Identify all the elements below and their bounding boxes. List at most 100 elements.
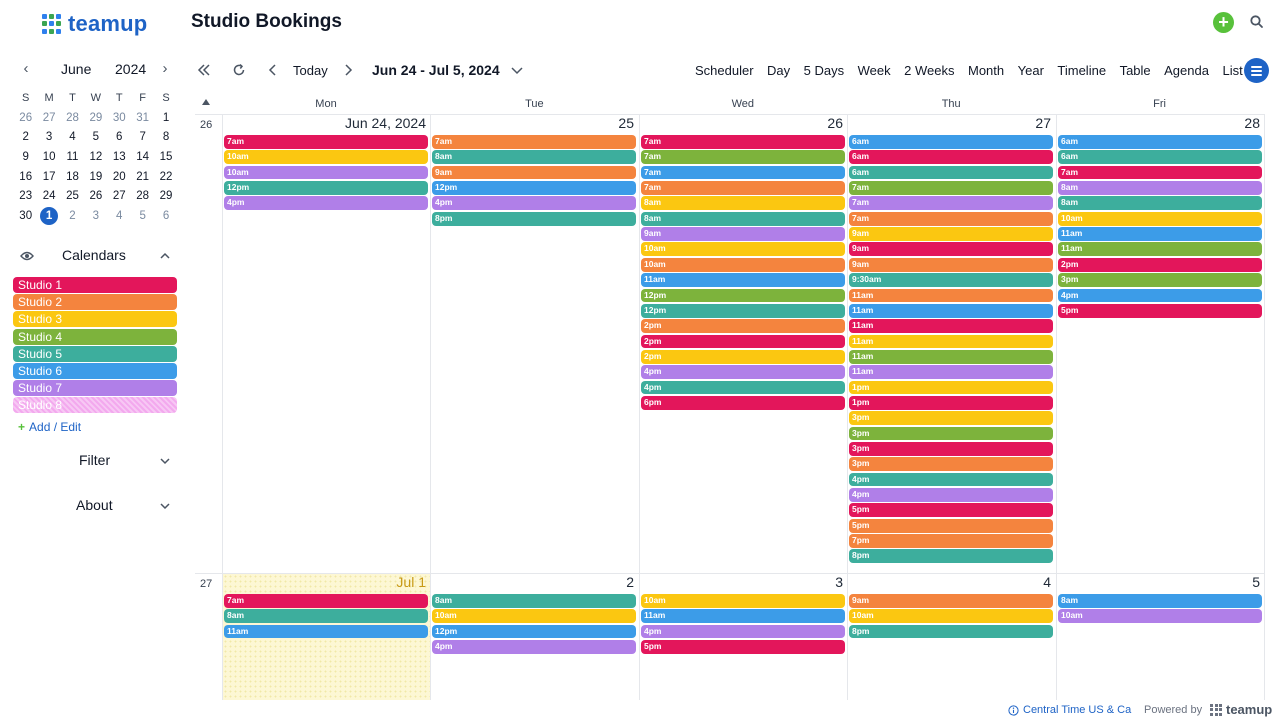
event[interactable]: 6am [1058, 150, 1262, 165]
mini-calendar-day[interactable]: 25 [61, 187, 84, 207]
event[interactable]: 8am [1058, 196, 1262, 211]
day-cell[interactable]: 26 7am 7am 7am 7am 8am 8am 9am 10am 10am 11am 12pm 1… [640, 115, 847, 573]
event[interactable]: 11am [849, 349, 1053, 364]
mini-calendar-day[interactable]: 18 [61, 168, 84, 188]
view-option[interactable]: Day [767, 63, 791, 78]
mini-calendar-day[interactable]: 22 [154, 168, 177, 188]
calendar-item[interactable]: Studio 4 [13, 328, 177, 345]
triangle-up-icon[interactable] [201, 98, 211, 106]
event[interactable]: 4pm [849, 472, 1053, 487]
view-option[interactable]: Table [1119, 63, 1151, 78]
event[interactable]: 10am [641, 257, 845, 272]
mini-calendar-day[interactable]: 14 [131, 148, 154, 168]
event[interactable]: 10am [224, 150, 428, 165]
event[interactable]: 4pm [432, 196, 636, 211]
event[interactable]: 6am [849, 135, 1053, 149]
event[interactable]: 3pm [849, 411, 1053, 426]
mini-calendar-day[interactable]: 2 [14, 128, 37, 148]
mini-calendar-day[interactable]: 17 [37, 168, 60, 188]
event[interactable]: 7am [641, 150, 845, 165]
event[interactable]: 11am [849, 334, 1053, 349]
event[interactable]: 11am [849, 303, 1053, 318]
mini-calendar-day[interactable]: 2 [61, 207, 84, 227]
teamup-logo[interactable]: teamup [42, 11, 147, 37]
day-number[interactable]: 4 [1043, 574, 1051, 590]
event[interactable]: 3pm [849, 457, 1053, 472]
filter-section[interactable]: Filter [14, 452, 178, 472]
event[interactable]: 9:30am [849, 273, 1053, 287]
event[interactable]: 7am [849, 211, 1053, 226]
event[interactable]: 3pm [1058, 273, 1262, 287]
event[interactable]: 11am [641, 609, 845, 624]
mini-calendar-day[interactable]: 1 [37, 207, 60, 227]
mini-calendar-day[interactable]: 6 [108, 128, 131, 148]
day-cell[interactable]: 25 7am 8am 9am 12pm 4pm 8pm [431, 115, 638, 573]
mini-calendar-day[interactable]: 5 [131, 207, 154, 227]
event[interactable]: 2pm [641, 319, 845, 333]
day-number[interactable]: 5 [1252, 574, 1260, 590]
eye-icon[interactable] [20, 250, 34, 262]
day-number[interactable]: 28 [1244, 115, 1260, 131]
event[interactable]: 9am [641, 227, 845, 241]
event[interactable]: 4pm [432, 640, 636, 654]
mini-calendar-day[interactable]: 28 [131, 187, 154, 207]
event[interactable]: 7am [641, 135, 845, 149]
event[interactable]: 7am [432, 135, 636, 149]
event[interactable]: 9am [849, 242, 1053, 257]
mini-calendar-day[interactable]: 26 [84, 187, 107, 207]
event[interactable]: 10am [432, 609, 636, 624]
event[interactable]: 11am [1058, 227, 1262, 241]
footer-teamup-logo[interactable]: teamup [1210, 702, 1272, 717]
event[interactable]: 10am [641, 594, 845, 608]
event[interactable]: 10am [1058, 609, 1262, 624]
event[interactable]: 8am [224, 609, 428, 624]
mini-calendar-day[interactable]: 1 [154, 109, 177, 129]
event[interactable]: 11am [1058, 242, 1262, 257]
mini-calendar-day[interactable]: 6 [154, 207, 177, 227]
add-event-button[interactable]: + [1213, 12, 1234, 33]
mini-calendar-day[interactable]: 16 [14, 168, 37, 188]
event[interactable]: 7am [641, 165, 845, 180]
mini-calendar-day[interactable]: 7 [131, 128, 154, 148]
day-cell[interactable]: 27 6am 6am 6am 7am 7am 7am 9am 9am 9am 9:30am 11am 1… [848, 115, 1055, 573]
mini-calendar-day[interactable]: 4 [108, 207, 131, 227]
event[interactable]: 8pm [849, 624, 1053, 639]
chevron-left-icon[interactable] [265, 63, 281, 77]
event[interactable]: 10am [224, 165, 428, 180]
mini-calendar-day[interactable]: 11 [61, 148, 84, 168]
chevron-down-icon[interactable] [509, 64, 525, 78]
mini-calendar-day[interactable]: 31 [131, 109, 154, 129]
event[interactable]: 6am [849, 165, 1053, 180]
event[interactable]: 8am [1058, 181, 1262, 195]
calendar-item[interactable]: Studio 1 [13, 277, 177, 293]
day-number[interactable]: 25 [618, 115, 634, 131]
double-chevron-left-icon[interactable] [196, 63, 212, 77]
view-option[interactable]: List [1222, 63, 1243, 78]
event[interactable]: 11am [849, 319, 1053, 333]
day-number[interactable]: Jul 1 [396, 574, 426, 590]
view-option[interactable]: 2 Weeks [904, 63, 955, 78]
calendar-item[interactable]: Studio 8 [13, 397, 177, 414]
mini-calendar-day[interactable]: 20 [108, 168, 131, 188]
mini-calendar-day[interactable]: 30 [108, 109, 131, 129]
event[interactable]: 12pm [432, 181, 636, 195]
mini-calendar-day[interactable]: 29 [154, 187, 177, 207]
event[interactable]: 3pm [849, 442, 1053, 456]
mini-calendar-day[interactable]: 12 [84, 148, 107, 168]
event[interactable]: 2pm [1058, 257, 1262, 272]
event[interactable]: 9am [432, 165, 636, 180]
day-number[interactable]: 3 [835, 574, 843, 590]
event[interactable]: 7am [1058, 165, 1262, 180]
mini-calendar-day[interactable]: 9 [14, 148, 37, 168]
event[interactable]: 4pm [224, 196, 428, 211]
day-cell[interactable]: Jun 24, 2024 7am 10am 10am 12pm 4pm [223, 115, 430, 573]
mini-calendar-day[interactable]: 24 [37, 187, 60, 207]
event[interactable]: 8pm [432, 211, 636, 226]
event[interactable]: 1pm [849, 380, 1053, 395]
date-range-selector[interactable]: Jun 24 - Jul 5, 2024 [372, 62, 500, 78]
event[interactable]: 5pm [1058, 303, 1262, 318]
view-option[interactable]: Week [857, 63, 891, 78]
calendar-item[interactable]: Studio 2 [13, 294, 177, 311]
event[interactable]: 8am [641, 211, 845, 226]
mini-calendar-year[interactable]: 2024 [115, 61, 147, 77]
